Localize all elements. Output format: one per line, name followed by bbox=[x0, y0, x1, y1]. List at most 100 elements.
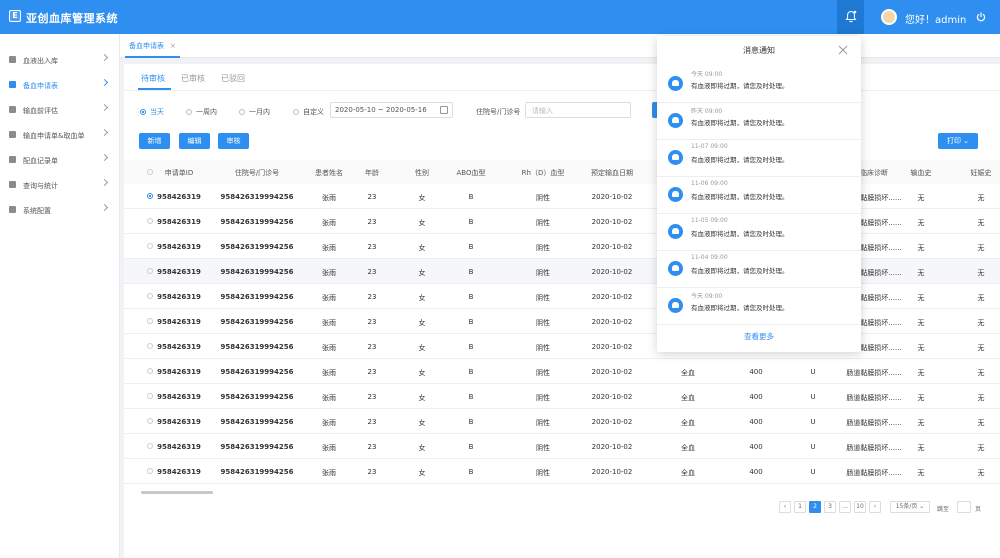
row-select-radio[interactable] bbox=[147, 418, 153, 424]
user-avatar[interactable] bbox=[881, 9, 897, 25]
sidebar-item-5[interactable]: 查询与统计 bbox=[0, 173, 120, 198]
table-cell: 958426319 bbox=[157, 193, 201, 201]
sidebar-item-2[interactable]: 输血前评估 bbox=[0, 98, 120, 123]
table-row[interactable]: 958426319 958426319994256 张雨 23 女 B 阴性 2020-10-… bbox=[124, 234, 1000, 259]
add-button[interactable]: 新增 bbox=[139, 133, 170, 149]
notification-item[interactable]: 今天 09:00 有血液即将过期，请您及时处理。 bbox=[657, 66, 861, 103]
notification-item[interactable]: 今天 09:00 有血液即将过期，请您及时处理。 bbox=[657, 288, 861, 325]
notification-item[interactable]: 昨天 09:00 有血液即将过期，请您及时处理。 bbox=[657, 103, 861, 140]
chevron-right-icon bbox=[100, 53, 109, 62]
page-button[interactable]: 1 bbox=[794, 501, 806, 513]
table-cell: 女 bbox=[418, 444, 426, 452]
page-button[interactable]: … bbox=[839, 501, 851, 513]
page-tab-blood-prep[interactable]: 备血申请表 × bbox=[125, 41, 180, 58]
row-select-radio[interactable] bbox=[147, 218, 153, 224]
page-button[interactable]: 2 bbox=[809, 501, 821, 513]
row-select-radio[interactable] bbox=[147, 443, 153, 449]
view-more-link[interactable]: 查看更多 bbox=[744, 332, 774, 341]
range-week-radio[interactable]: 一周内 bbox=[186, 107, 217, 117]
select-all-radio[interactable] bbox=[147, 169, 153, 175]
patient-id-input[interactable]: 请输入 bbox=[525, 102, 631, 118]
next-page-button[interactable]: › bbox=[869, 501, 881, 513]
edit-button[interactable]: 编辑 bbox=[179, 133, 210, 149]
column-header: ABO血型 bbox=[456, 169, 486, 177]
close-icon[interactable]: × bbox=[170, 42, 176, 50]
logout-icon[interactable] bbox=[976, 12, 986, 22]
date-range-picker[interactable]: 2020-05-10 ~ 2020-05-16 bbox=[330, 102, 453, 118]
row-select-radio[interactable] bbox=[147, 468, 153, 474]
sidebar-item-3[interactable]: 输血申请单&取血单 bbox=[0, 123, 120, 148]
table-cell: 肠道黏膜损坏...... bbox=[846, 219, 902, 227]
goto-page-input[interactable] bbox=[957, 501, 971, 513]
page-button[interactable]: 10 bbox=[854, 501, 866, 513]
table-cell: 23 bbox=[367, 343, 377, 351]
column-header: 患者姓名 bbox=[315, 169, 343, 177]
table-row[interactable]: 958426319 958426319994256 张雨 23 女 B 阴性 2020-10-… bbox=[124, 434, 1000, 459]
audit-button[interactable]: 审核 bbox=[218, 133, 249, 149]
table-cell: 23 bbox=[367, 193, 377, 201]
table-cell: 无 bbox=[977, 369, 985, 377]
table-cell: 23 bbox=[367, 468, 377, 476]
notification-bell-icon bbox=[668, 113, 683, 128]
table-row[interactable]: 958426319 958426319994256 张雨 23 女 B 阴性 2020-10-… bbox=[124, 259, 1000, 284]
row-select-radio[interactable] bbox=[147, 268, 153, 274]
table-cell: 23 bbox=[367, 418, 377, 426]
tab-rejected[interactable]: 已驳回 bbox=[221, 74, 245, 83]
table-row[interactable]: 958426319 958426319994256 张雨 23 女 B 阴性 2020-10-… bbox=[124, 409, 1000, 434]
table-row[interactable]: 958426319 958426319994256 张雨 23 女 B 阴性 2020-10-… bbox=[124, 459, 1000, 484]
sidebar-item-label: 输血申请单&取血单 bbox=[23, 132, 85, 140]
table-row[interactable]: 958426319 958426319994256 张雨 23 女 B 阴性 2020-10-… bbox=[124, 209, 1000, 234]
row-select-radio[interactable] bbox=[147, 193, 153, 199]
table-row[interactable]: 958426319 958426319994256 张雨 23 女 B 阴性 2020-10-… bbox=[124, 284, 1000, 309]
row-select-radio[interactable] bbox=[147, 343, 153, 349]
tab-pending[interactable]: 待审核 bbox=[141, 74, 165, 83]
search-button[interactable] bbox=[652, 102, 658, 118]
sidebar-item-6[interactable]: 系统配置 bbox=[0, 198, 120, 223]
horizontal-scrollbar[interactable] bbox=[141, 491, 213, 494]
row-select-radio[interactable] bbox=[147, 293, 153, 299]
notification-item[interactable]: 11-07 09:00 有血液即将过期，请您及时处理。 bbox=[657, 140, 861, 177]
sidebar-item-0[interactable]: 血液出入库 bbox=[0, 48, 120, 73]
sidebar-item-4[interactable]: 配血记录单 bbox=[0, 148, 120, 173]
table-row[interactable]: 958426319 958426319994256 张雨 23 女 B 阴性 2020-10-… bbox=[124, 309, 1000, 334]
table-cell: 958426319 bbox=[157, 343, 201, 351]
row-select-radio[interactable] bbox=[147, 393, 153, 399]
sidebar-item-1[interactable]: 备血申请表 bbox=[0, 73, 120, 98]
table-row[interactable]: 958426319 958426319994256 张雨 23 女 B 阴性 2020-10-… bbox=[124, 184, 1000, 209]
table-row[interactable]: 958426319 958426319994256 张雨 23 女 B 阴性 2020-10-… bbox=[124, 334, 1000, 359]
table-cell: 女 bbox=[418, 269, 426, 277]
range-custom-radio[interactable]: 自定义 bbox=[293, 107, 324, 117]
page-button[interactable]: 3 bbox=[824, 501, 836, 513]
table-cell: 张雨 bbox=[322, 419, 336, 427]
table-cell: 2020-10-02 bbox=[591, 393, 633, 401]
notification-button[interactable] bbox=[837, 0, 864, 34]
table-cell: U bbox=[810, 393, 816, 401]
table-row[interactable]: 958426319 958426319994256 张雨 23 女 B 阴性 2020-10-… bbox=[124, 384, 1000, 409]
table-cell: 958426319 bbox=[157, 218, 201, 226]
table-cell: 958426319994256 bbox=[220, 468, 294, 476]
table-cell: 958426319994256 bbox=[220, 343, 294, 351]
prev-page-button[interactable]: ‹ bbox=[779, 501, 791, 513]
table-row[interactable]: 958426319 958426319994256 张雨 23 女 B 阴性 2020-10-… bbox=[124, 359, 1000, 384]
table-cell: B bbox=[468, 393, 474, 401]
user-greeting[interactable]: 您好！admin bbox=[905, 15, 967, 26]
row-select-radio[interactable] bbox=[147, 368, 153, 374]
range-month-radio[interactable]: 一月内 bbox=[239, 107, 270, 117]
table-cell: 2020-10-02 bbox=[591, 243, 633, 251]
column-header: 性别 bbox=[415, 169, 429, 177]
notification-item[interactable]: 11-04 09:00 有血液即将过期，请您及时处理。 bbox=[657, 251, 861, 288]
table-cell: 2020-10-02 bbox=[591, 193, 633, 201]
table-cell: 无 bbox=[917, 369, 925, 377]
row-select-radio[interactable] bbox=[147, 243, 153, 249]
page-size-select[interactable]: 15条/页 ⌄ bbox=[890, 501, 930, 513]
notification-item[interactable]: 11-05 09:00 有血液即将过期，请您及时处理。 bbox=[657, 214, 861, 251]
notification-text: 有血液即将过期，请您及时处理。 bbox=[691, 119, 789, 127]
row-select-radio[interactable] bbox=[147, 318, 153, 324]
tab-approved[interactable]: 已审核 bbox=[181, 74, 205, 83]
print-button[interactable]: 打印 ⌄ bbox=[938, 133, 978, 149]
range-today-radio[interactable]: 当天 bbox=[140, 107, 164, 117]
close-icon[interactable] bbox=[838, 45, 848, 55]
notification-item[interactable]: 11-06 09:00 有血液即将过期，请您及时处理。 bbox=[657, 177, 861, 214]
table-cell: 958426319994256 bbox=[220, 243, 294, 251]
table-cell: 400 bbox=[749, 468, 763, 476]
